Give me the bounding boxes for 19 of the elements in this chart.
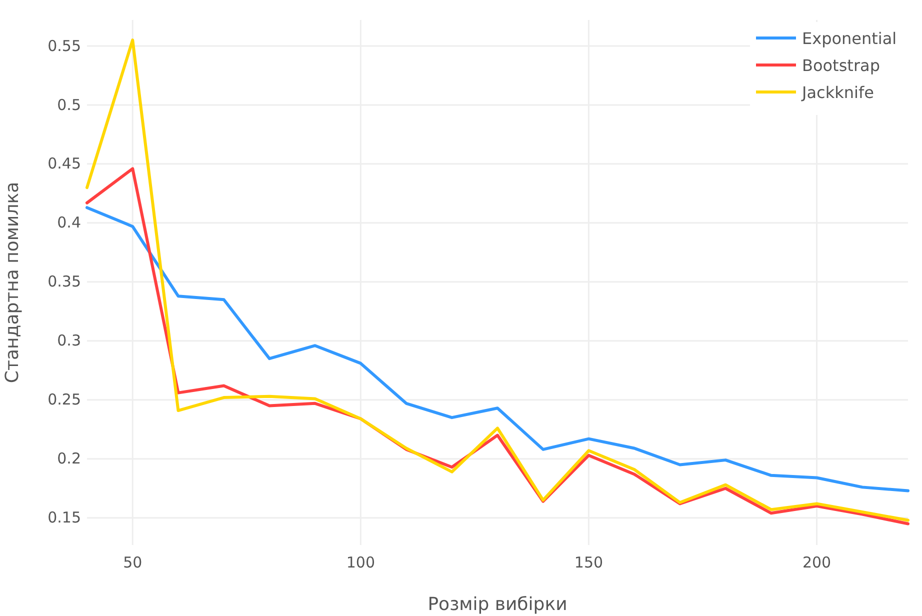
- y-tick-label: 0.5: [57, 96, 81, 114]
- x-axis-title: Розмір вибірки: [428, 594, 568, 615]
- y-tick-label: 0.2: [57, 450, 81, 468]
- x-tick-label: 100: [346, 554, 375, 572]
- y-tick-label: 0.55: [48, 36, 81, 55]
- line-series: [86, 206, 910, 492]
- y-tick-label: 0.3: [57, 332, 81, 350]
- y-tick-label: 0.4: [57, 214, 81, 232]
- y-tick-label: 0.35: [48, 272, 81, 291]
- legend-label: Bootstrap: [802, 56, 880, 75]
- y-axis-title: Стандартна помилка: [2, 182, 23, 384]
- x-tick-label: 50: [123, 554, 142, 572]
- legend-label: Exponential: [802, 29, 897, 48]
- y-tick-label: 0.45: [48, 154, 81, 173]
- x-tick-label: 150: [574, 554, 604, 572]
- x-tick-label: 200: [802, 554, 832, 572]
- y-tick-label: 0.15: [48, 508, 81, 527]
- legend-label: Jackknife: [801, 83, 874, 102]
- y-tick-label: 0.25: [48, 390, 81, 409]
